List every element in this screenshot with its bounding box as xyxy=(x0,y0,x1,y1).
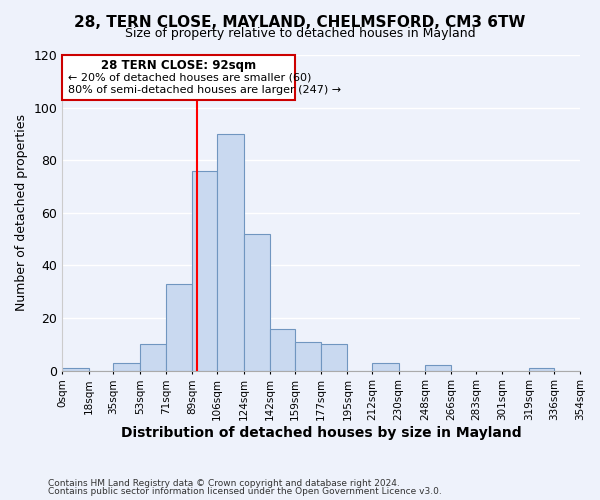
Bar xyxy=(193,170,217,370)
Bar xyxy=(62,368,89,370)
Bar xyxy=(113,363,140,370)
Bar xyxy=(140,344,166,370)
Text: 28 TERN CLOSE: 92sqm: 28 TERN CLOSE: 92sqm xyxy=(101,59,256,72)
Bar xyxy=(270,328,295,370)
Text: 80% of semi-detached houses are larger (247) →: 80% of semi-detached houses are larger (… xyxy=(68,86,341,96)
Bar xyxy=(166,284,193,370)
Bar xyxy=(244,234,270,370)
Bar xyxy=(373,363,398,370)
Y-axis label: Number of detached properties: Number of detached properties xyxy=(15,114,28,312)
Text: Contains public sector information licensed under the Open Government Licence v3: Contains public sector information licen… xyxy=(48,487,442,496)
FancyBboxPatch shape xyxy=(62,55,295,100)
Text: 28, TERN CLOSE, MAYLAND, CHELMSFORD, CM3 6TW: 28, TERN CLOSE, MAYLAND, CHELMSFORD, CM3… xyxy=(74,15,526,30)
Text: Size of property relative to detached houses in Mayland: Size of property relative to detached ho… xyxy=(125,28,475,40)
Text: Contains HM Land Registry data © Crown copyright and database right 2024.: Contains HM Land Registry data © Crown c… xyxy=(48,478,400,488)
Bar xyxy=(295,342,321,370)
Text: ← 20% of detached houses are smaller (60): ← 20% of detached houses are smaller (60… xyxy=(68,72,311,82)
X-axis label: Distribution of detached houses by size in Mayland: Distribution of detached houses by size … xyxy=(121,426,521,440)
Bar xyxy=(321,344,347,370)
Bar xyxy=(217,134,244,370)
Bar xyxy=(425,366,451,370)
Bar xyxy=(529,368,554,370)
